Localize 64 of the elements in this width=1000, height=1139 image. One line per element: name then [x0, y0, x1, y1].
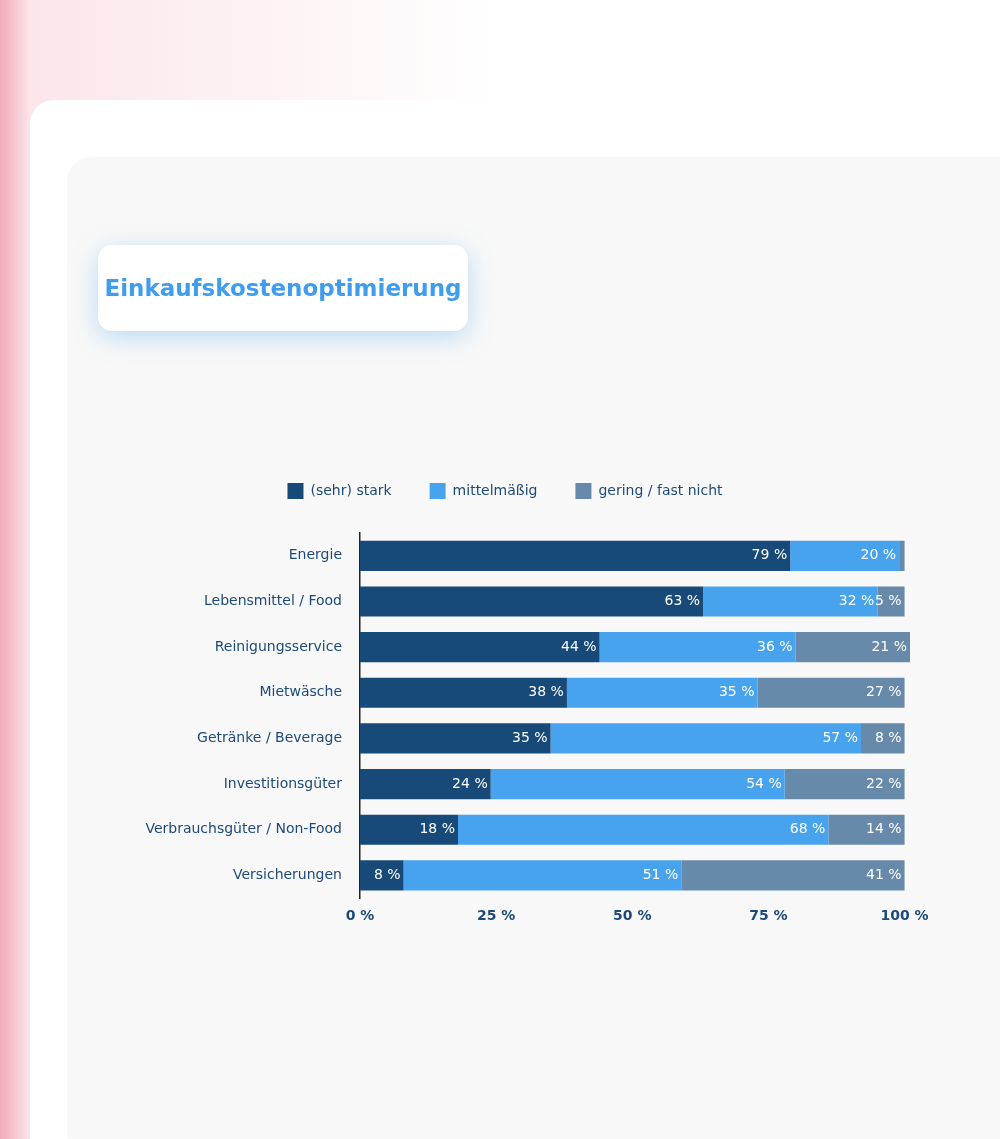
data-label: 44 %	[561, 637, 597, 654]
bar	[681, 860, 905, 891]
bar	[860, 723, 905, 754]
bar	[795, 632, 910, 663]
bar	[599, 632, 796, 663]
x-tick-label: 50 %	[613, 907, 652, 924]
bar	[403, 860, 682, 891]
y-tick-label: Reinigungsservice	[214, 637, 342, 654]
bar	[360, 860, 404, 891]
data-label: 14 %	[865, 820, 902, 837]
bar	[360, 677, 567, 708]
data-label: 63 %	[664, 592, 701, 609]
bar	[490, 769, 785, 800]
data-label: 8 %	[373, 866, 401, 883]
data-label: 38 %	[528, 683, 564, 700]
x-tick-label: 75 %	[749, 907, 788, 924]
y-tick-label: Mietwäsche	[259, 683, 342, 700]
data-label: 57 %	[822, 729, 858, 746]
data-label: 8 %	[874, 729, 902, 746]
y-tick-label: Getränke / Beverage	[197, 729, 342, 746]
bar	[360, 814, 459, 845]
bar	[360, 540, 791, 571]
bar	[784, 769, 905, 800]
x-tick-label: 25 %	[476, 907, 516, 924]
y-tick-label: Energie	[288, 546, 342, 563]
bar	[877, 586, 905, 617]
bar	[566, 677, 758, 708]
data-label: 22 %	[865, 774, 902, 791]
bar	[458, 814, 829, 845]
data-label: 24 %	[452, 774, 488, 791]
data-label: 32 %	[838, 592, 875, 609]
data-label: 27 %	[865, 683, 902, 700]
data-label: 18 %	[419, 820, 456, 837]
data-label: 35 %	[512, 729, 548, 746]
data-label: 20 %	[860, 546, 897, 563]
y-tick-label: Verbrauchsgüter / Non-Food	[145, 820, 342, 837]
data-label: 68 %	[789, 820, 826, 837]
data-label: 5 %	[874, 592, 902, 609]
data-label: 41 %	[865, 866, 902, 883]
bar	[899, 540, 905, 571]
bar	[757, 677, 905, 708]
data-label: 51 %	[642, 866, 679, 883]
data-label: 79 %	[751, 546, 788, 563]
chart-title: Einkaufskostenoptimierung	[98, 245, 468, 331]
data-label: 21 %	[871, 637, 907, 654]
bar	[360, 632, 600, 663]
data-label: 54 %	[746, 774, 782, 791]
legend-label: mittelmäßig	[452, 481, 538, 498]
bar	[360, 586, 704, 617]
x-tick-label: 0 %	[345, 907, 375, 924]
bar	[703, 586, 878, 617]
legend-label: (sehr) stark	[310, 481, 393, 498]
bar	[828, 814, 905, 845]
y-tick-label: Versicherungen	[232, 866, 342, 883]
x-tick-label: 100 %	[880, 907, 929, 924]
y-tick-label: Lebensmittel / Food	[203, 592, 342, 609]
bar	[550, 723, 861, 754]
bar	[360, 723, 551, 754]
bar	[360, 769, 491, 800]
data-label: 35 %	[718, 683, 755, 700]
legend-label: gering / fast nicht	[598, 481, 724, 498]
bar	[790, 540, 900, 571]
data-label: 36 %	[757, 637, 793, 654]
y-tick-label: Investitionsgüter	[223, 774, 343, 791]
